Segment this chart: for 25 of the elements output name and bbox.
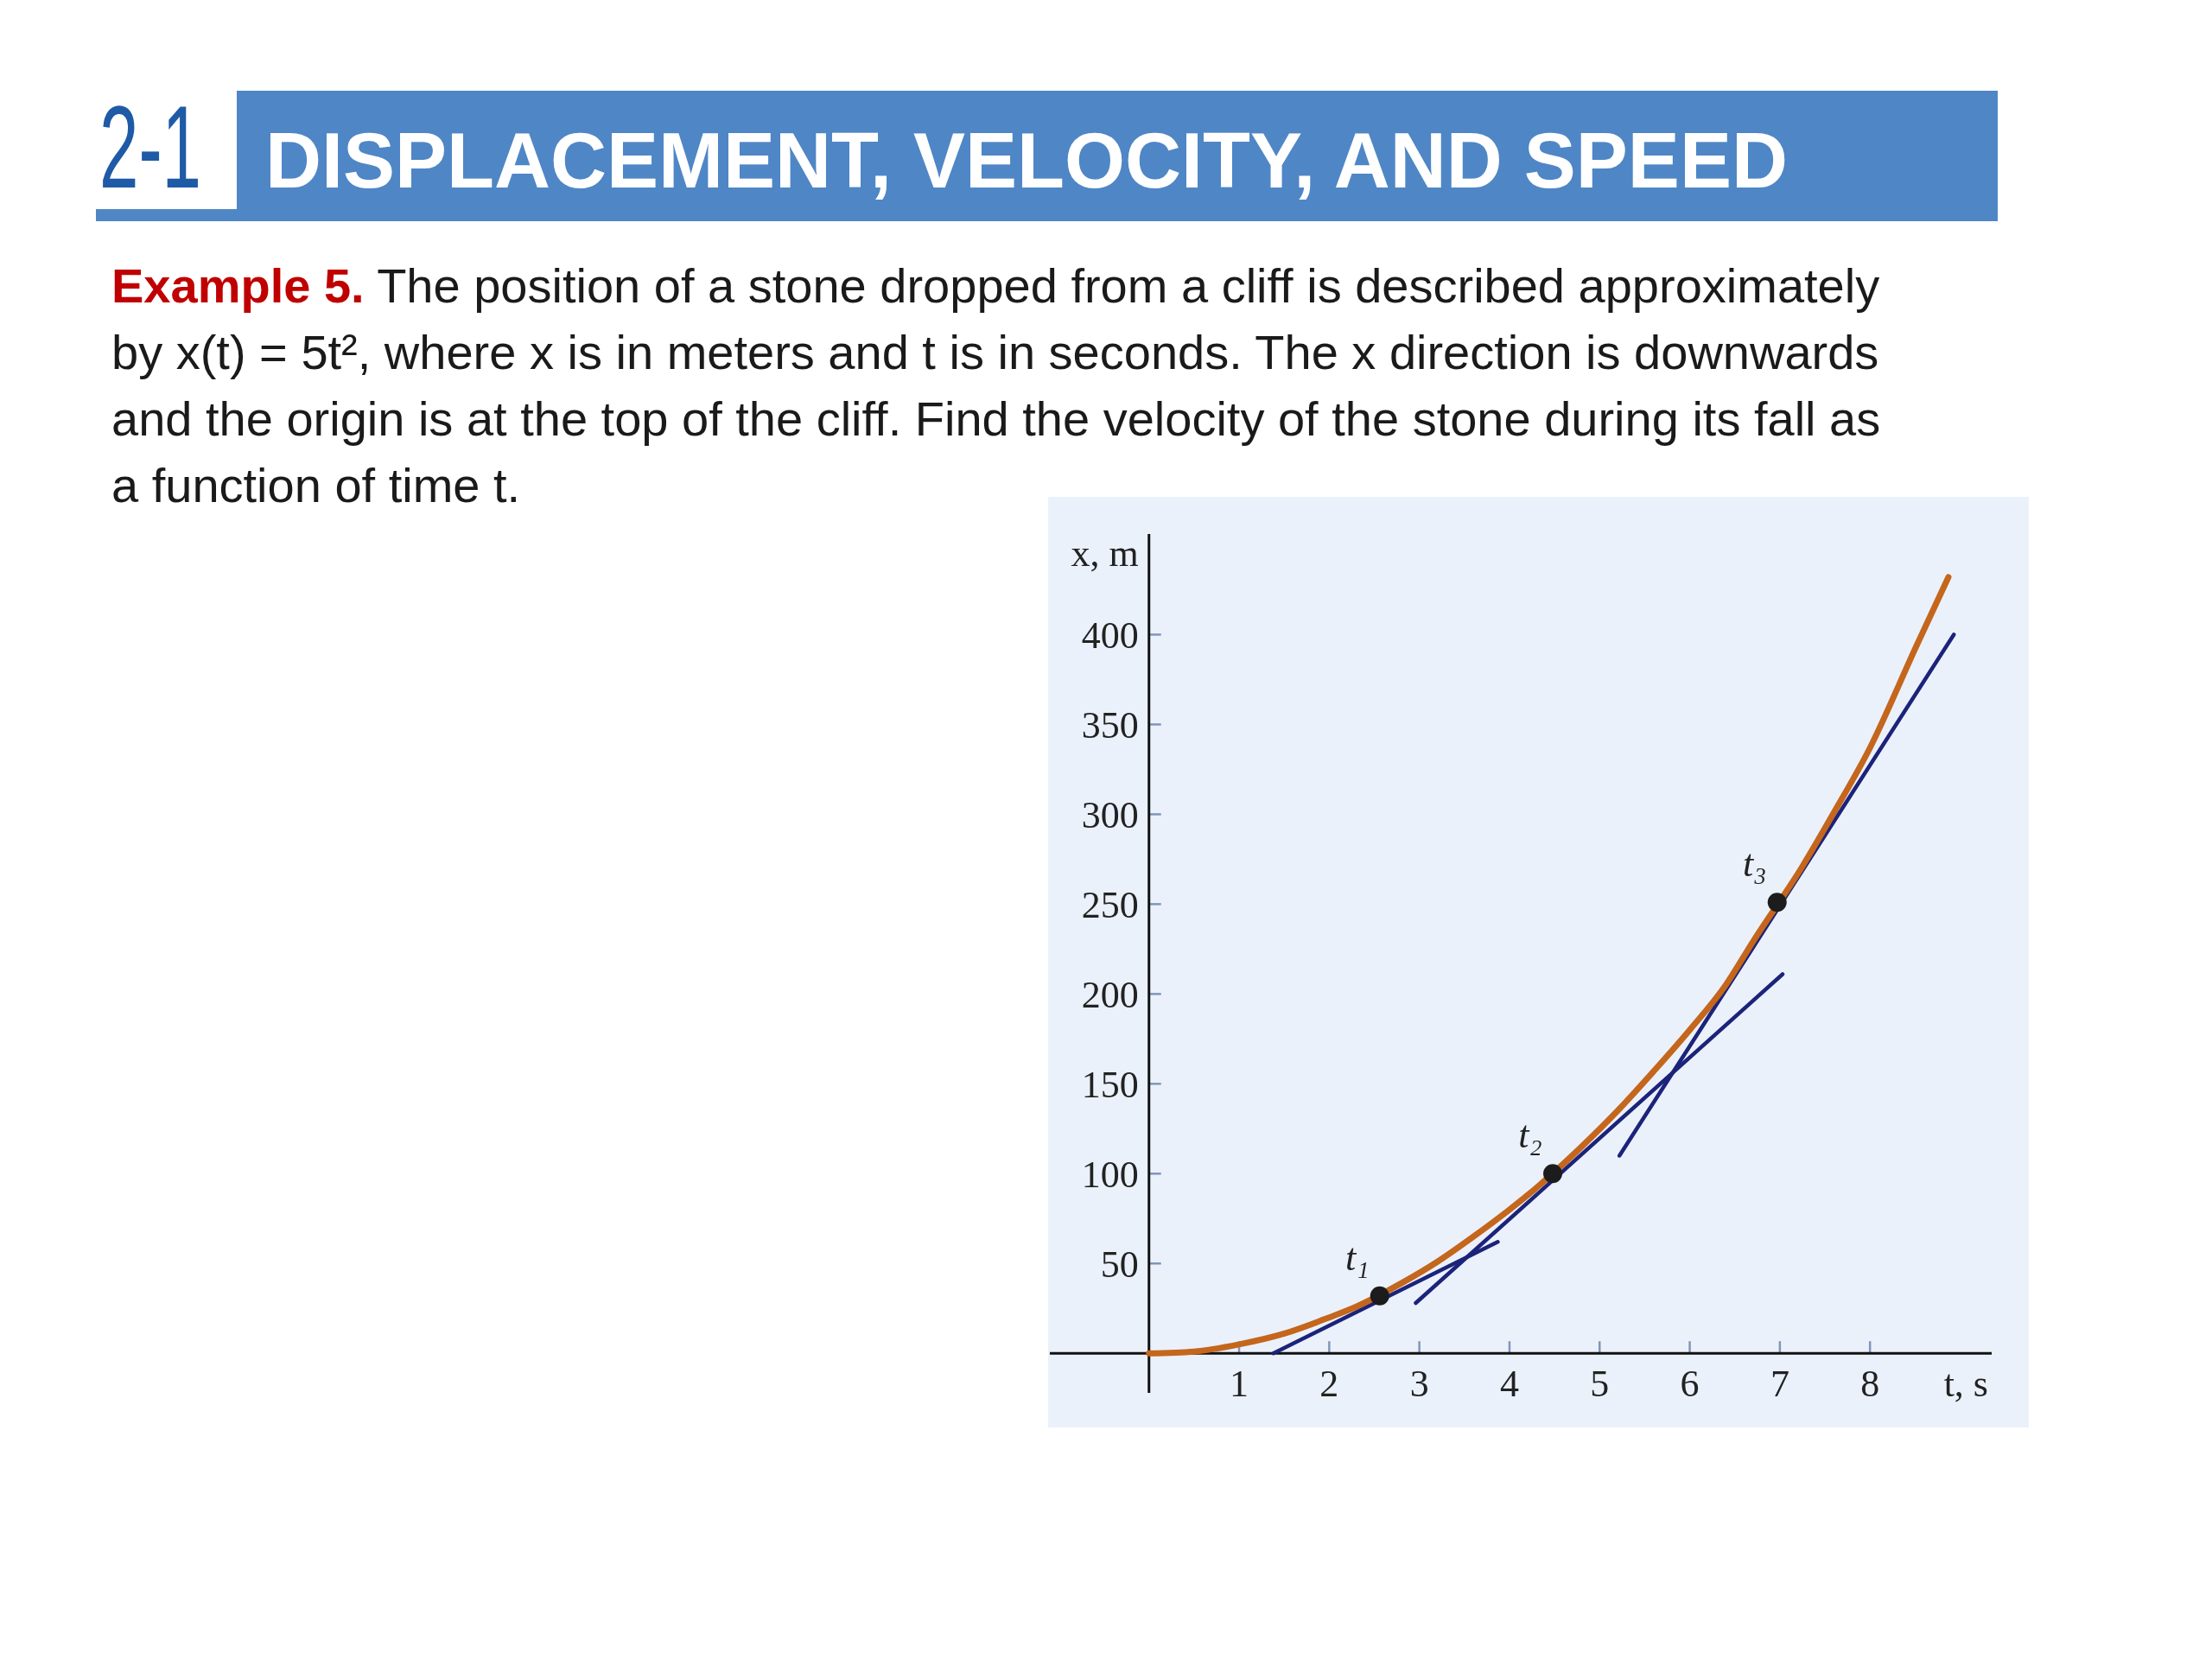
x-axis-title: t, s bbox=[1943, 1363, 1988, 1406]
point bbox=[1543, 1164, 1563, 1184]
y-tick-label: 400 bbox=[1081, 613, 1139, 657]
annotation: t₂ bbox=[1518, 1114, 1542, 1157]
y-tick-label: 200 bbox=[1081, 973, 1139, 1016]
y-tick-label: 50 bbox=[1100, 1243, 1139, 1286]
x-tick-label: 1 bbox=[1230, 1363, 1249, 1406]
x-tick-label: 2 bbox=[1319, 1363, 1339, 1406]
annotation: t₃ bbox=[1742, 842, 1767, 886]
point bbox=[1370, 1286, 1389, 1306]
x-tick-label: 6 bbox=[1680, 1363, 1700, 1406]
x-tick-label: 5 bbox=[1590, 1363, 1610, 1406]
point bbox=[1767, 893, 1787, 912]
x-tick-label: 3 bbox=[1409, 1363, 1429, 1406]
y-tick-label: 100 bbox=[1081, 1153, 1139, 1196]
y-tick-label: 150 bbox=[1081, 1063, 1139, 1106]
y-tick-label: 250 bbox=[1081, 883, 1139, 926]
chart-subtitle: Example 5. The position of a stone dropped from a cliff is described approximately by x(t) = 5t², where x is in meters and t is in seconds. The x direction is downwards and the origin is at the top of the cliff. Find the velocity of the stone during its fall as a function of time t. bbox=[111, 258, 1881, 512]
x-tick-label: 7 bbox=[1770, 1363, 1789, 1406]
y-axis-title: x, m bbox=[1071, 532, 1139, 575]
y-tick-label: 350 bbox=[1081, 703, 1139, 747]
x-tick-label: 8 bbox=[1860, 1363, 1880, 1406]
x-tick-label: 4 bbox=[1499, 1363, 1519, 1406]
annotation: t₁ bbox=[1345, 1236, 1370, 1279]
y-tick-label: 300 bbox=[1081, 793, 1139, 836]
